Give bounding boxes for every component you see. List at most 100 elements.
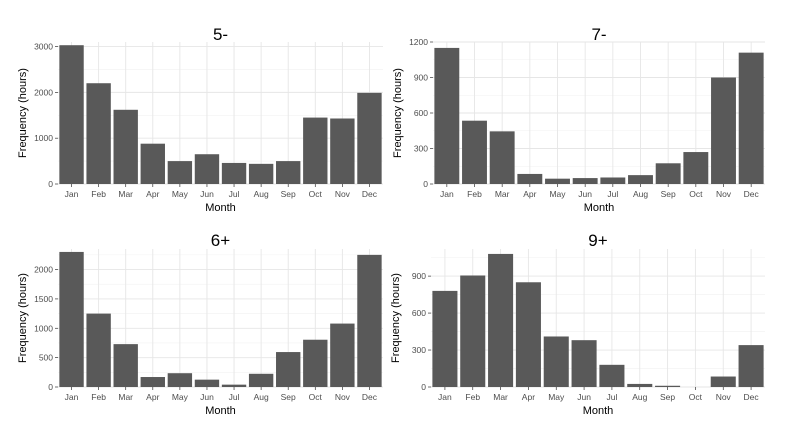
x-tick-label: Dec — [362, 189, 378, 199]
x-tick-label: Oct — [309, 189, 323, 199]
x-tick-label: Sep — [281, 189, 296, 199]
x-tick-label: Dec — [362, 392, 378, 402]
bar-jun — [571, 340, 597, 387]
y-axis-label: Frequency (hours) — [17, 273, 29, 363]
y-tick-label: 300 — [412, 345, 426, 355]
bar-nov — [710, 376, 736, 387]
x-tick-label: Nov — [716, 189, 732, 199]
y-tick-label: 600 — [414, 108, 428, 118]
bar-oct — [303, 339, 328, 387]
y-tick-label: 300 — [414, 144, 428, 154]
chart-panel-1: 0 1000 2000 3000 Jan Feb Mar Apr May Jun Jul Aug Sep… — [17, 25, 383, 214]
bar-may — [167, 373, 193, 387]
x-tick-label: Jul — [606, 392, 617, 402]
x-tick-label: Apr — [146, 392, 159, 402]
x-tick-label: Jan — [440, 189, 454, 199]
y-tick-label: 900 — [414, 73, 428, 83]
y-tick-label: 900 — [412, 271, 426, 281]
x-tick-label: Mar — [493, 392, 508, 402]
bar-mar — [113, 344, 138, 387]
bar-feb — [86, 313, 111, 387]
y-axis-label: Frequency (hours) — [392, 68, 404, 158]
plot-background — [58, 42, 383, 184]
x-tick-label: Sep — [660, 392, 675, 402]
bar-sep — [655, 163, 681, 184]
bar-apr — [140, 377, 165, 387]
x-tick-label: Aug — [633, 189, 648, 199]
y-axis-label: Frequency (hours) — [17, 68, 29, 158]
x-tick-label: May — [549, 189, 566, 199]
bar-dec — [357, 92, 382, 184]
bar-jan — [59, 45, 84, 184]
chart-panel-4: 0 300 600 900 Jan Feb Mar Apr May Jun Jul Aug Sep Oct… — [390, 231, 765, 417]
bar-may — [167, 161, 193, 184]
bar-jul — [600, 177, 626, 184]
bar-jan — [59, 251, 84, 387]
x-tick-label: Jan — [65, 189, 79, 199]
x-tick-label: Jul — [229, 189, 240, 199]
x-tick-label: Oct — [689, 189, 703, 199]
x-tick-label: Jun — [200, 392, 214, 402]
x-tick-label: May — [172, 392, 189, 402]
bar-aug — [628, 175, 653, 184]
plot-background — [58, 249, 383, 387]
bar-feb — [460, 275, 486, 387]
x-tick-label: Aug — [254, 392, 269, 402]
bar-jun — [194, 154, 220, 184]
x-tick-label: Feb — [465, 392, 480, 402]
y-tick-label: 3000 — [34, 42, 53, 52]
y-tick-label: 1000 — [34, 323, 53, 333]
y-tick-label: 0 — [421, 382, 426, 392]
bar-mar — [488, 253, 514, 387]
x-tick-label: Mar — [118, 392, 133, 402]
y-tick-label: 2000 — [34, 87, 53, 97]
x-tick-label: May — [548, 392, 565, 402]
x-tick-label: Nov — [335, 189, 351, 199]
x-tick-label: Apr — [523, 189, 536, 199]
x-tick-label: Nov — [335, 392, 351, 402]
y-tick-label: 0 — [48, 179, 53, 189]
bar-nov — [711, 77, 736, 184]
bar-oct — [303, 117, 328, 184]
x-tick-label: Oct — [309, 392, 323, 402]
x-axis-label: Month — [205, 202, 236, 214]
bar-apr — [515, 282, 541, 387]
bar-aug — [627, 383, 653, 387]
y-tick-label: 2000 — [34, 265, 53, 275]
y-tick-label: 1000 — [34, 133, 53, 143]
panel-title: 9+ — [588, 231, 607, 250]
x-tick-label: Dec — [744, 392, 760, 402]
bar-nov — [330, 323, 355, 387]
bar-may — [545, 178, 570, 184]
panel-title: 7- — [591, 25, 606, 44]
bar-jun — [194, 379, 220, 387]
y-tick-label: 0 — [423, 179, 428, 189]
x-tick-label: Jun — [200, 189, 214, 199]
bar-nov — [330, 118, 355, 184]
bar-apr — [140, 143, 165, 184]
bar-jan — [432, 290, 458, 387]
bar-jan — [434, 47, 460, 184]
x-tick-label: Sep — [281, 392, 296, 402]
y-axis-label: Frequency (hours) — [390, 273, 402, 363]
x-tick-label: May — [172, 189, 189, 199]
x-tick-label: Mar — [118, 189, 133, 199]
bar-aug — [248, 373, 274, 387]
bar-jul — [221, 162, 247, 184]
y-tick-label: 600 — [412, 308, 426, 318]
y-tick-label: 0 — [48, 382, 53, 392]
x-tick-label: Feb — [91, 189, 106, 199]
panel-title: 5- — [213, 25, 228, 44]
x-tick-label: Apr — [522, 392, 535, 402]
plot-background — [431, 249, 765, 387]
bar-dec — [738, 52, 764, 185]
x-tick-label: Apr — [146, 189, 159, 199]
x-tick-label: Jul — [607, 189, 618, 199]
x-tick-label: Dec — [744, 189, 760, 199]
bar-sep — [276, 352, 301, 387]
x-tick-label: Aug — [632, 392, 647, 402]
x-tick-label: Nov — [716, 392, 732, 402]
x-axis-label: Month — [205, 405, 236, 417]
bar-sep — [655, 385, 681, 387]
x-tick-label: Jun — [577, 392, 591, 402]
